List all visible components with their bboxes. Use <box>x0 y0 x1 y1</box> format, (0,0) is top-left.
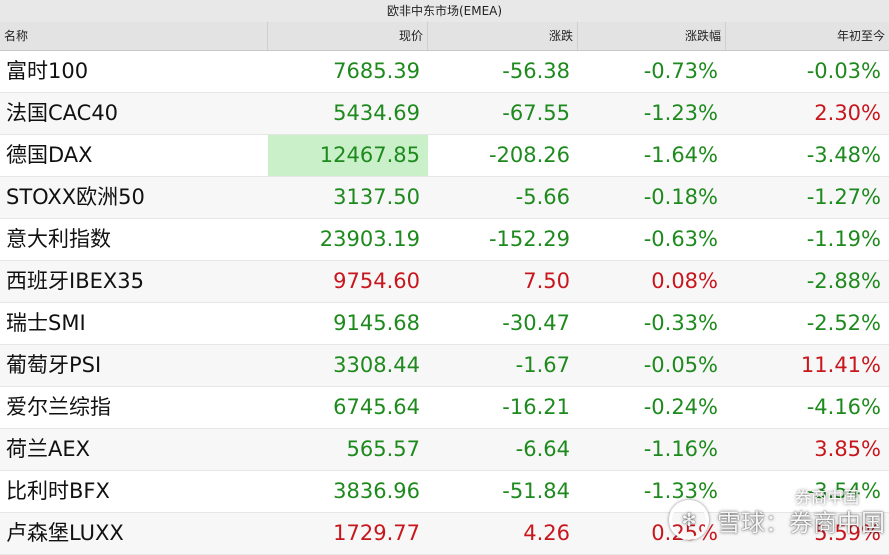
table-row[interactable]: 瑞士SMI 9145.68 -30.47 -0.33% -2.52% <box>0 303 889 345</box>
current-price: 7685.39 <box>333 59 420 83</box>
change-percent: -0.63% <box>643 227 718 251</box>
current-price: 6745.64 <box>333 395 420 419</box>
price-change: -51.84 <box>502 479 570 503</box>
index-name: 荷兰AEX <box>6 437 91 461</box>
current-price: 3836.96 <box>333 479 420 503</box>
column-header-name[interactable]: 名称 <box>0 22 268 50</box>
table-row[interactable]: 爱尔兰综指 6745.64 -16.21 -0.24% -4.16% <box>0 387 889 429</box>
price-change: -6.64 <box>515 437 570 461</box>
market-title: 欧非中东市场(EMEA) <box>0 0 889 23</box>
current-price: 3137.50 <box>333 185 420 209</box>
index-name: 比利时BFX <box>6 479 110 503</box>
watermark-text: 雪球：券商中国 <box>717 508 885 537</box>
table-row[interactable]: 富时100 7685.39 -56.38 -0.73% -0.03% <box>0 51 889 93</box>
price-change: -5.66 <box>515 185 570 209</box>
ytd-change: 3.85% <box>814 437 881 461</box>
change-percent: -0.33% <box>643 311 718 335</box>
column-header-change[interactable]: 涨跌 <box>428 22 578 50</box>
table-row[interactable]: 意大利指数 23903.19 -152.29 -0.63% -1.19% <box>0 219 889 261</box>
table-row[interactable]: 荷兰AEX 565.57 -6.64 -1.16% 3.85% <box>0 429 889 471</box>
column-header-change-percent[interactable]: 涨跌幅 <box>578 22 726 50</box>
ytd-change: -3.48% <box>806 143 881 167</box>
ytd-change: -2.52% <box>806 311 881 335</box>
current-price: 9145.68 <box>333 311 420 335</box>
change-percent: -0.05% <box>643 353 718 377</box>
current-price: 3308.44 <box>333 353 420 377</box>
current-price: 1729.77 <box>333 521 420 545</box>
table-row[interactable]: 法国CAC40 5434.69 -67.55 -1.23% 2.30% <box>0 93 889 135</box>
change-percent: -0.73% <box>643 59 718 83</box>
watermark-small-text: 券商中国 <box>794 488 859 507</box>
ytd-change: -3.54% <box>806 479 881 503</box>
index-name: 爱尔兰综指 <box>6 395 111 419</box>
snowball-logo-icon: ✻ <box>669 500 709 540</box>
index-name: 西班牙IBEX35 <box>6 269 144 293</box>
index-name: 葡萄牙PSI <box>6 353 102 377</box>
change-percent: -0.24% <box>643 395 718 419</box>
table-row[interactable]: 葡萄牙PSI 3308.44 -1.67 -0.05% 11.41% <box>0 345 889 387</box>
price-change: -152.29 <box>488 227 570 251</box>
column-header-ytd[interactable]: 年初至今 <box>836 29 885 43</box>
current-price: 5434.69 <box>333 101 420 125</box>
price-change: -208.26 <box>488 143 570 167</box>
index-name: 法国CAC40 <box>6 101 119 125</box>
ytd-change: -4.16% <box>806 395 881 419</box>
price-change: -30.47 <box>502 311 570 335</box>
price-change: -56.38 <box>502 59 570 83</box>
table-row[interactable]: 西班牙IBEX35 9754.60 7.50 0.08% -2.88% <box>0 261 889 303</box>
change-percent: 0.08% <box>651 269 718 293</box>
ytd-change: -0.03% <box>806 59 881 83</box>
market-table-body: 富时100 7685.39 -56.38 -0.73% -0.03% 法国CAC40 543… <box>0 51 889 555</box>
current-price: 12467.85 <box>268 135 428 176</box>
table-row[interactable]: 比利时BFX 3836.96 -51.84 -1.33% -3.54% <box>0 471 889 513</box>
ytd-change: -1.19% <box>806 227 881 251</box>
price-change: -16.21 <box>502 395 570 419</box>
ytd-change: 2.30% <box>814 101 881 125</box>
column-header-price[interactable]: 现价 <box>268 22 428 50</box>
change-percent: -1.23% <box>643 101 718 125</box>
current-price: 565.57 <box>346 437 420 461</box>
price-change: 7.50 <box>523 269 570 293</box>
index-name: 瑞士SMI <box>6 311 86 335</box>
ytd-change: -1.27% <box>806 185 881 209</box>
current-price: 9754.60 <box>333 269 420 293</box>
change-percent: -1.64% <box>643 143 718 167</box>
index-name: 卢森堡LUXX <box>6 521 124 545</box>
change-percent: -1.16% <box>643 437 718 461</box>
table-header: 名称 现价 涨跌 涨跌幅 年初至今 <box>0 22 889 51</box>
index-name: 意大利指数 <box>6 227 111 251</box>
ytd-change: 5.59% <box>814 521 881 545</box>
table-row[interactable]: STOXX欧洲50 3137.50 -5.66 -0.18% -1.27% <box>0 177 889 219</box>
change-percent: -1.33% <box>643 479 718 503</box>
current-price: 23903.19 <box>319 227 420 251</box>
change-percent: -0.18% <box>643 185 718 209</box>
watermark: ✻ 雪球：券商中国 <box>669 500 885 540</box>
price-change: -1.67 <box>515 353 570 377</box>
table-row[interactable]: 德国DAX 12467.85 -208.26 -1.64% -3.48% <box>0 135 889 177</box>
index-name: 富时100 <box>6 59 89 83</box>
index-name: STOXX欧洲50 <box>6 185 145 209</box>
price-change: -67.55 <box>502 101 570 125</box>
price-change: 4.26 <box>523 521 570 545</box>
ytd-change: 11.41% <box>800 353 881 377</box>
index-name: 德国DAX <box>6 143 93 167</box>
ytd-change: -2.88% <box>806 269 881 293</box>
